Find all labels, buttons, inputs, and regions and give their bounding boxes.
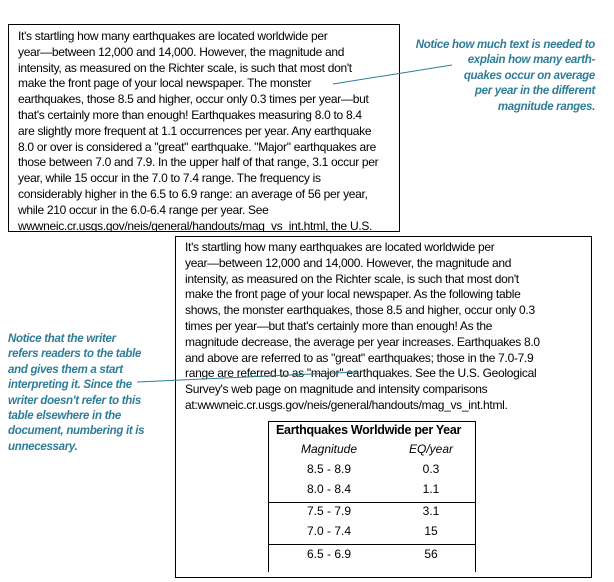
table-cell: 8.5 - 8.9 xyxy=(306,462,352,476)
table-divider xyxy=(269,544,475,545)
annotation-line: Notice how much text is needed to xyxy=(415,39,596,51)
text-line: magnitude decrease, the average per year… xyxy=(185,334,540,349)
annotation-line: per year in the different xyxy=(474,85,595,98)
text-line: year—between 12,000 and 14,000. However,… xyxy=(18,44,345,59)
table-cell: 7.5 - 7.9 xyxy=(306,504,352,518)
column-header-magnitude: Magnitude xyxy=(300,442,358,456)
table-cell: 7.0 - 7.4 xyxy=(306,524,352,538)
annotation-line: writer doesn't refer to this xyxy=(8,394,141,407)
text-line: It's startling how many earthquakes are … xyxy=(185,240,495,254)
text-line: year—between 12,000 and 14,000. However,… xyxy=(185,255,512,270)
text-line: 8.0 or over is considered a "great" eart… xyxy=(18,139,376,154)
text-line: and above are referred to as "great" ear… xyxy=(185,350,534,365)
annotation-line: Notice that the writer xyxy=(8,333,116,345)
text-line: Survey's web page on magnitude and inten… xyxy=(185,382,488,397)
text-line: intensity, as measured on the Richter sc… xyxy=(185,271,519,286)
text-line: those between 7.0 and 7.9. In the upper … xyxy=(18,155,379,170)
table-cell: 15 xyxy=(424,524,438,538)
annotation-left: Notice that the writer refers readers to… xyxy=(8,332,145,455)
text-line: intensity, as measured on the Richter sc… xyxy=(18,60,352,75)
annotation-line: interpreting it. Since the xyxy=(8,379,132,392)
table-cell: 8.0 - 8.4 xyxy=(306,482,352,496)
text-line: range are referred to as "major" earthqu… xyxy=(185,366,537,381)
annotation-line: magnitude ranges. xyxy=(497,100,595,113)
text-line: while 210 occur in the 6.0-6.4 range per… xyxy=(18,202,269,217)
annotation-line: unnecessary. xyxy=(8,440,78,453)
revised-paragraph: It's startling how many earthquakes are … xyxy=(185,240,540,414)
annotation-top-right: Notice how much text is needed to explai… xyxy=(415,38,596,115)
column-header-eq-per-year: EQ/year xyxy=(408,442,453,456)
text-line: considerably higher in the 6.5 to 6.9 ra… xyxy=(18,186,368,201)
annotation-line: explain how many earth- xyxy=(467,54,596,67)
text-line: earthquakes, those 8.5 and higher, occur… xyxy=(18,92,369,107)
text-line: at:wwwneic.cr.usgs.gov/neis/general/hand… xyxy=(185,397,508,412)
annotation-line: quakes occur on average xyxy=(463,69,595,82)
table-cell: 1.1 xyxy=(422,482,440,496)
text-line: make the front page of your local newspa… xyxy=(18,76,312,91)
revised-document-page: It's startling how many earthquakes are … xyxy=(175,236,592,578)
table-cell: 3.1 xyxy=(422,504,440,518)
table-cell: 0.3 xyxy=(422,462,440,476)
table-cell: 6.5 - 6.9 xyxy=(306,547,352,561)
table-title: Earthquakes Worldwide per Year xyxy=(276,423,462,437)
text-line: times per year—but that's certainly more… xyxy=(185,318,493,333)
annotation-line: and gives them a start xyxy=(8,363,123,376)
annotation-line: document, numbering it is xyxy=(8,425,145,438)
text-line: It's startling how many earthquakes are … xyxy=(18,29,328,43)
original-paragraph: It's startling how many earthquakes are … xyxy=(18,29,379,232)
table-divider xyxy=(269,502,475,503)
annotation-line: refers readers to the table xyxy=(8,348,142,361)
text-line: shows, the monster earthquakes, those 8.… xyxy=(185,303,535,318)
text-line: are slightly more frequent at 1.1 occurr… xyxy=(18,123,372,138)
original-document-page: It's startling how many earthquakes are … xyxy=(8,24,400,232)
text-line: make the front page of your local newspa… xyxy=(185,287,521,302)
text-line: year, while 15 occur in the 7.0 to 7.4 r… xyxy=(18,171,321,186)
table-cell: 56 xyxy=(424,547,438,561)
annotation-line: table elsewhere in the xyxy=(8,410,121,423)
earthquake-table: Earthquakes Worldwide per Year Magnitude… xyxy=(268,421,476,572)
text-line: that's certainly more than enough! Earth… xyxy=(18,107,362,122)
text-line: wwwneic.cr.usgs.gov/neis/general/handout… xyxy=(18,218,373,232)
